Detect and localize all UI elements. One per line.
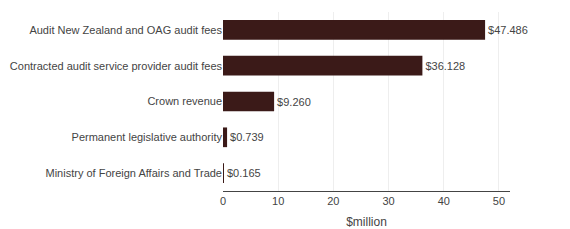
svg-text:Permanent legislative authorit: Permanent legislative authority [72,131,223,143]
svg-text:Contracted audit service provi: Contracted audit service provider audit … [10,60,223,72]
svg-text:50: 50 [493,195,505,207]
svg-text:$47.486: $47.486 [488,24,528,36]
svg-text:$million: $million [346,215,387,229]
svg-text:$9.260: $9.260 [277,96,311,108]
svg-text:$0.165: $0.165 [227,167,261,179]
svg-text:20: 20 [327,195,339,207]
svg-text:$36.128: $36.128 [425,60,465,72]
svg-text:Ministry of Foreign Affairs an: Ministry of Foreign Affairs and Trade [46,167,223,179]
svg-text:10: 10 [272,195,284,207]
svg-text:30: 30 [382,195,394,207]
svg-text:Audit New Zealand and OAG audi: Audit New Zealand and OAG audit fees [29,24,222,36]
svg-text:40: 40 [438,195,450,207]
svg-text:$0.739: $0.739 [230,131,264,143]
svg-text:Crown revenue: Crown revenue [147,95,222,107]
svg-text:0: 0 [220,195,226,207]
